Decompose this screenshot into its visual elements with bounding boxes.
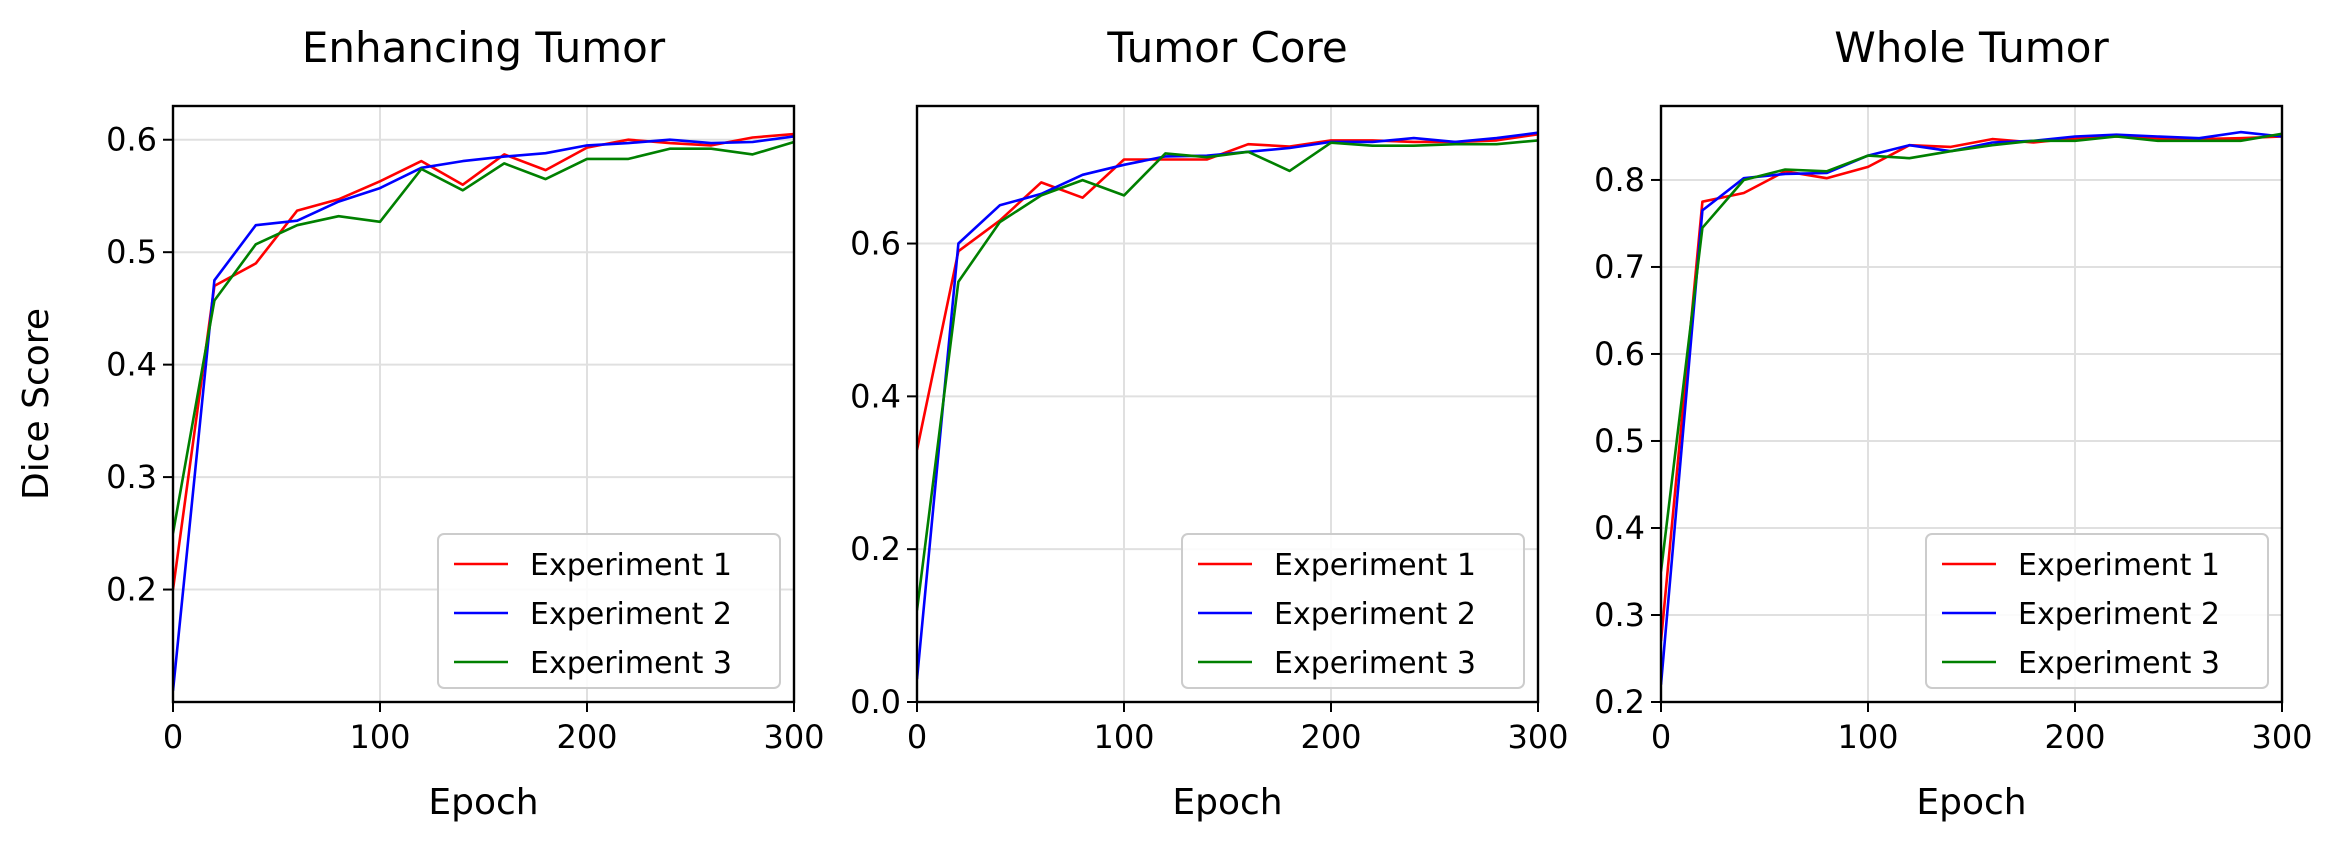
legend-box [1181,533,1525,689]
x-tick-label: 300 [2251,718,2312,756]
legend-label: Experiment 1 [530,548,732,583]
chart-panel-3: 0 100 200 300 0.2 0.3 0.4 0.5 0.6 0.7 0.8 Whole Tum… [1594,23,2312,823]
y-tick-label: 0.3 [106,458,157,496]
y-tick-label: 0.4 [106,346,157,384]
x-tick-label: 300 [763,718,824,756]
x-axis-label: Epoch [428,782,538,823]
legend-box [1925,533,2269,689]
x-tick-label: 200 [2044,718,2105,756]
legend-label: Experiment 1 [2018,548,2220,583]
legend-label: Experiment 3 [2018,646,2220,681]
legend-label: Experiment 1 [1274,548,1476,583]
y-axis-label: Dice Score [16,308,57,500]
chart-panel-2: 0 100 200 300 0.0 0.2 0.4 0.6 Tumor Core Epoch Exp… [850,23,1568,823]
chart-title: Whole Tumor [1834,23,2109,72]
x-tick-label: 200 [1300,718,1361,756]
series-line-3 [917,139,1538,611]
axes-frame [171,104,796,704]
y-tick-label: 0.3 [1594,596,1645,634]
y-tick-label: 0.8 [1594,161,1645,199]
y-tick-label: 0.2 [106,571,157,609]
y-tick-label: 0.6 [850,225,901,263]
series-line-1 [917,133,1538,451]
axes-frame [915,104,1540,704]
x-tick-label: 100 [349,718,410,756]
series-line-3 [1661,132,2282,572]
x-tick-label: 200 [556,718,617,756]
y-tick-label: 0.6 [1594,335,1645,373]
legend-label: Experiment 2 [1274,597,1476,632]
x-axis-label: Epoch [1916,782,2026,823]
series-line-2 [173,135,794,691]
legend-box [437,533,781,689]
x-tick-label: 300 [1507,718,1568,756]
x-tick-label: 0 [907,718,927,756]
legend-label: Experiment 3 [1274,646,1476,681]
y-tick-label: 0.5 [106,233,157,271]
legend-label: Experiment 2 [530,597,732,632]
series-line-3 [173,140,794,534]
legend-label: Experiment 3 [530,646,732,681]
y-tick-label: 0.2 [1594,683,1645,721]
axes-frame [1659,104,2284,704]
x-tick-label: 100 [1093,718,1154,756]
chart-title: Tumor Core [1106,23,1347,72]
legend-label: Experiment 2 [2018,597,2220,632]
y-tick-label: 0.4 [850,377,901,415]
x-tick-label: 0 [1651,718,1671,756]
chart-panel-1: 0 100 200 300 0.2 0.3 0.4 0.5 0.6 Enhancing Tumor… [106,23,824,823]
x-tick-label: 100 [1837,718,1898,756]
y-tick-label: 0.0 [850,683,901,721]
y-tick-label: 0.6 [106,121,157,159]
series-line-1 [173,132,794,590]
y-tick-label: 0.5 [1594,422,1645,460]
x-axis-label: Epoch [1172,782,1282,823]
y-tick-label: 0.2 [850,530,901,568]
y-tick-label: 0.7 [1594,248,1645,286]
x-tick-label: 0 [163,718,183,756]
y-tick-label: 0.4 [1594,509,1645,547]
chart-title: Enhancing Tumor [302,23,666,72]
